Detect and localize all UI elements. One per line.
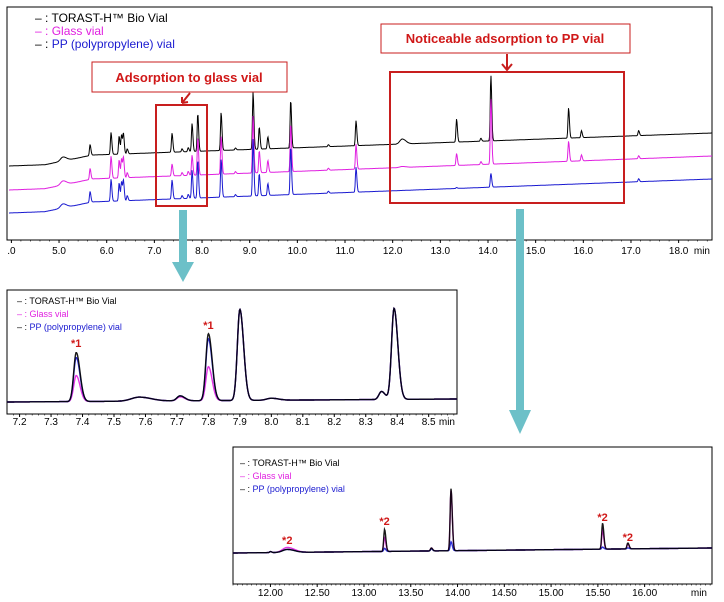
trace-glass — [9, 99, 712, 191]
x-tick-label: 8.0 — [264, 417, 278, 428]
x-tick-label: .0 — [7, 246, 16, 257]
x-tick-label: 8.5 — [422, 417, 436, 428]
x-tick-label: 5.0 — [52, 246, 66, 257]
x-tick-label: 14.50 — [492, 588, 517, 599]
detail-chart-1-legend: – : TORAST-H™ Bio Vial – : Glass vial – … — [17, 296, 122, 332]
detail-chart-1-x-axis: 7.2 7.3 7.4 7.5 7.6 7.7 7.8 7.9 8.0 8.1 8.2 8.3 8.4 8… — [13, 414, 455, 428]
x-tick-label: 13.50 — [398, 588, 423, 599]
detail-chart-2-legend: – : TORAST-H™ Bio Vial – : Glass vial – … — [240, 458, 345, 494]
pp-callout-box — [380, 23, 631, 54]
glass-callout-box — [91, 61, 288, 93]
main-x-axis: .0 5.0 6.0 7.0 8.0 9.0 10.0 11.0 12.0 13.0 14.0 15.… — [7, 240, 710, 257]
detail-chart-1-frame — [6, 289, 458, 415]
trace-torast — [233, 488, 712, 554]
x-tick-label: 7.4 — [76, 417, 90, 428]
x-tick-label: 15.50 — [585, 588, 610, 599]
legend-pp: – : PP (polypropylene) vial — [17, 322, 122, 332]
x-tick-label: 7.7 — [170, 417, 184, 428]
detail-chart-1-traces: *1 *1 — [7, 306, 457, 403]
x-tick-label: 6.0 — [100, 246, 114, 257]
legend-pp: – : PP (polypropylene) vial — [35, 37, 175, 51]
zoom-arrow-pp — [509, 209, 531, 434]
x-tick-label: 14.0 — [478, 246, 498, 257]
x-tick-label: 7.9 — [233, 417, 247, 428]
trace-torast — [7, 306, 457, 403]
main-traces — [9, 75, 712, 214]
x-tick-label: 8.4 — [390, 417, 404, 428]
peak-annotation: *1 — [71, 338, 81, 350]
detail-chart-2-traces: *2 *2 *2 *2 — [233, 488, 712, 554]
x-tick-label: 16.0 — [574, 246, 594, 257]
x-tick-label: 12.0 — [383, 246, 403, 257]
pp-callout-text: Noticeable adsorption to PP vial — [406, 31, 604, 46]
x-tick-label: 9.0 — [243, 246, 257, 257]
x-tick-label: 17.0 — [621, 246, 641, 257]
x-tick-label: 8.1 — [296, 417, 310, 428]
main-legend: – : TORAST-H™ Bio Vial – : Glass vial – … — [35, 11, 175, 51]
legend-torast: – : TORAST-H™ Bio Vial — [35, 11, 168, 25]
x-axis-unit: min — [691, 588, 707, 599]
x-tick-label: 7.5 — [107, 417, 121, 428]
pp-callout-arrow — [501, 54, 513, 72]
legend-torast: – : TORAST-H™ Bio Vial — [240, 458, 340, 468]
peak-annotation: *2 — [282, 535, 292, 547]
x-tick-label: 14.00 — [445, 588, 470, 599]
glass-region-box — [155, 104, 208, 207]
x-tick-label: 8.0 — [195, 246, 209, 257]
x-tick-label: 12.50 — [305, 588, 330, 599]
pp-region-box — [389, 71, 625, 204]
peak-annotation: *1 — [203, 320, 213, 332]
legend-glass: – : Glass vial — [35, 24, 104, 38]
peak-annotation: *2 — [379, 516, 389, 528]
x-axis-unit: min — [694, 246, 710, 257]
x-tick-label: 8.2 — [327, 417, 341, 428]
x-tick-label: 7.2 — [13, 417, 27, 428]
legend-glass: – : Glass vial — [240, 471, 292, 481]
x-tick-label: 7.6 — [139, 417, 153, 428]
x-axis-unit: min — [439, 417, 455, 428]
detail-chart-2-frame — [232, 446, 713, 585]
glass-callout-arrow — [181, 92, 191, 104]
x-tick-label: 18.0 — [669, 246, 689, 257]
x-tick-label: 11.0 — [336, 246, 355, 257]
x-tick-label: 12.00 — [258, 588, 283, 599]
legend-glass: – : Glass vial — [17, 309, 69, 319]
glass-callout-text: Adsorption to glass vial — [115, 70, 262, 85]
x-tick-label: 16.00 — [632, 588, 657, 599]
x-tick-label: 15.0 — [526, 246, 546, 257]
main-chart-frame — [6, 6, 713, 241]
zoom-arrow-glass — [172, 210, 194, 282]
detail-chart-2-x-axis: 12.00 12.50 13.00 13.50 14.00 14.50 15.00 15.50… — [232, 584, 711, 599]
x-tick-label: 10.0 — [288, 246, 308, 257]
peak-annotation: *2 — [597, 512, 607, 524]
legend-pp: – : PP (polypropylene) vial — [240, 484, 345, 494]
x-tick-label: 8.3 — [359, 417, 373, 428]
peak-annotation: *2 — [623, 532, 633, 544]
x-tick-label: 15.00 — [539, 588, 564, 599]
trace-torast — [9, 75, 712, 167]
legend-torast: – : TORAST-H™ Bio Vial — [17, 296, 117, 306]
trace-pp — [9, 138, 712, 214]
x-tick-label: 7.0 — [147, 246, 161, 257]
x-tick-label: 7.3 — [44, 417, 58, 428]
x-tick-label: 7.8 — [201, 417, 215, 428]
x-tick-label: 13.00 — [351, 588, 376, 599]
x-tick-label: 13.0 — [431, 246, 451, 257]
